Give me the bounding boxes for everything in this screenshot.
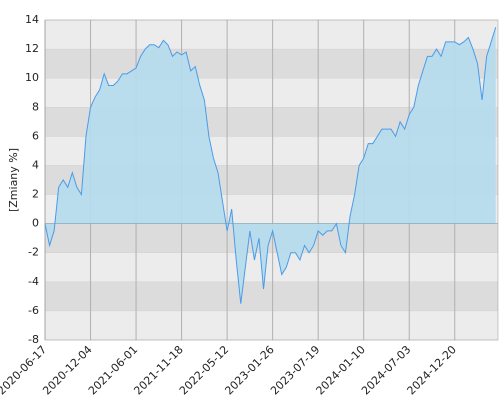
y-tick-label: -6 [28,304,39,317]
y-tick-label: 6 [32,129,39,142]
y-tick-label: -4 [28,275,39,288]
y-tick-label: 2 [32,188,39,201]
y-tick-label: -2 [28,246,39,259]
y-tick-label: 0 [32,217,39,230]
grid-band [45,281,498,311]
line [44,27,497,304]
y-tick-label: 8 [32,100,39,113]
y-tick-label: 12 [25,42,39,55]
y-tick-label: -8 [28,333,39,346]
plot-border [44,19,499,341]
y-axis-label: [Zmiany %] [7,148,20,212]
y-tick-label: 4 [32,158,39,171]
area [45,27,496,304]
y-tick-label: 14 [25,13,39,26]
x-tick-label: 2024-12-20 [405,343,459,397]
y-tick-label: 10 [25,71,39,84]
